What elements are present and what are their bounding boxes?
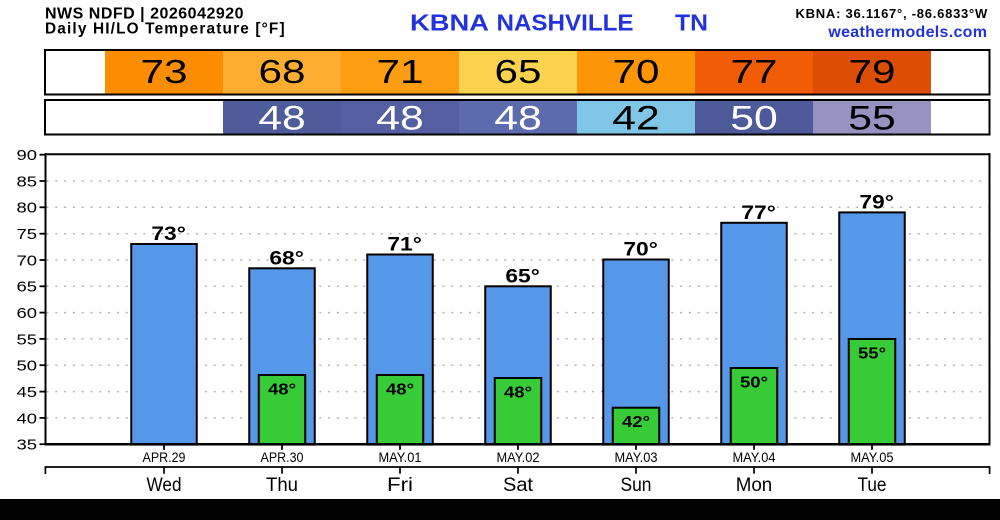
svg-text:70: 70: [613, 54, 660, 91]
svg-text:65: 65: [495, 54, 542, 91]
svg-text:MAY.04: MAY.04: [733, 449, 776, 465]
svg-text:50: 50: [730, 100, 778, 138]
svg-text:65°: 65°: [505, 265, 540, 287]
svg-text:71: 71: [377, 54, 424, 91]
svg-text:Wed: Wed: [147, 474, 182, 496]
svg-text:60: 60: [17, 305, 38, 322]
svg-text:48°: 48°: [386, 382, 414, 399]
svg-text:TN: TN: [675, 10, 708, 36]
svg-text:79°: 79°: [859, 192, 894, 214]
svg-text:68: 68: [259, 54, 306, 91]
svg-text:77: 77: [731, 54, 778, 91]
svg-text:55: 55: [848, 100, 896, 138]
svg-text:85: 85: [17, 173, 38, 190]
svg-text:77°: 77°: [741, 202, 776, 224]
svg-text:68°: 68°: [269, 247, 304, 269]
svg-text:50: 50: [17, 358, 38, 375]
svg-text:Sun: Sun: [621, 474, 652, 496]
svg-text:Fri: Fri: [387, 474, 413, 496]
svg-text:MAY.01: MAY.01: [379, 449, 422, 465]
svg-text:35: 35: [17, 437, 38, 454]
svg-text:40: 40: [17, 410, 38, 427]
svg-text:75: 75: [17, 226, 38, 243]
svg-text:65: 65: [17, 279, 38, 296]
svg-text:71°: 71°: [387, 234, 422, 256]
svg-text:80: 80: [17, 200, 38, 217]
svg-text:79: 79: [849, 54, 896, 91]
svg-text:Mon: Mon: [736, 474, 773, 496]
svg-text:55: 55: [17, 331, 38, 348]
svg-text:45: 45: [17, 384, 38, 401]
svg-text:48: 48: [258, 100, 306, 138]
svg-text:Thu: Thu: [266, 474, 298, 496]
svg-text:weathermodels.com: weathermodels.com: [827, 24, 987, 41]
svg-text:Daily HI/LO Temperature [°F]: Daily HI/LO Temperature [°F]: [45, 20, 286, 37]
svg-text:Tue: Tue: [858, 474, 887, 496]
svg-text:48: 48: [494, 100, 542, 138]
svg-text:MAY.02: MAY.02: [497, 449, 540, 465]
svg-text:MAY.05: MAY.05: [851, 449, 894, 465]
svg-text:42°: 42°: [622, 414, 650, 431]
svg-text:NASHVILLE: NASHVILLE: [497, 10, 634, 36]
svg-text:KBNA: 36.1167°, -86.6833°W: KBNA: 36.1167°, -86.6833°W: [796, 6, 988, 21]
svg-text:48°: 48°: [504, 385, 532, 402]
svg-text:73: 73: [141, 54, 188, 91]
svg-text:48: 48: [376, 100, 424, 138]
svg-text:70: 70: [17, 252, 38, 269]
svg-text:42: 42: [612, 100, 660, 138]
svg-text:55°: 55°: [858, 346, 886, 363]
svg-text:48°: 48°: [268, 382, 296, 399]
svg-text:APR.29: APR.29: [143, 449, 186, 465]
svg-text:KBNA: KBNA: [410, 10, 489, 36]
svg-text:APR.30: APR.30: [261, 449, 304, 465]
svg-text:50°: 50°: [740, 375, 768, 392]
svg-text:73°: 73°: [151, 223, 186, 245]
svg-text:70°: 70°: [623, 239, 658, 261]
svg-text:Sat: Sat: [503, 474, 534, 496]
svg-text:NWS NDFD | 2026042920: NWS NDFD | 2026042920: [45, 6, 244, 23]
svg-text:90: 90: [17, 147, 38, 164]
svg-text:MAY.03: MAY.03: [615, 449, 658, 465]
